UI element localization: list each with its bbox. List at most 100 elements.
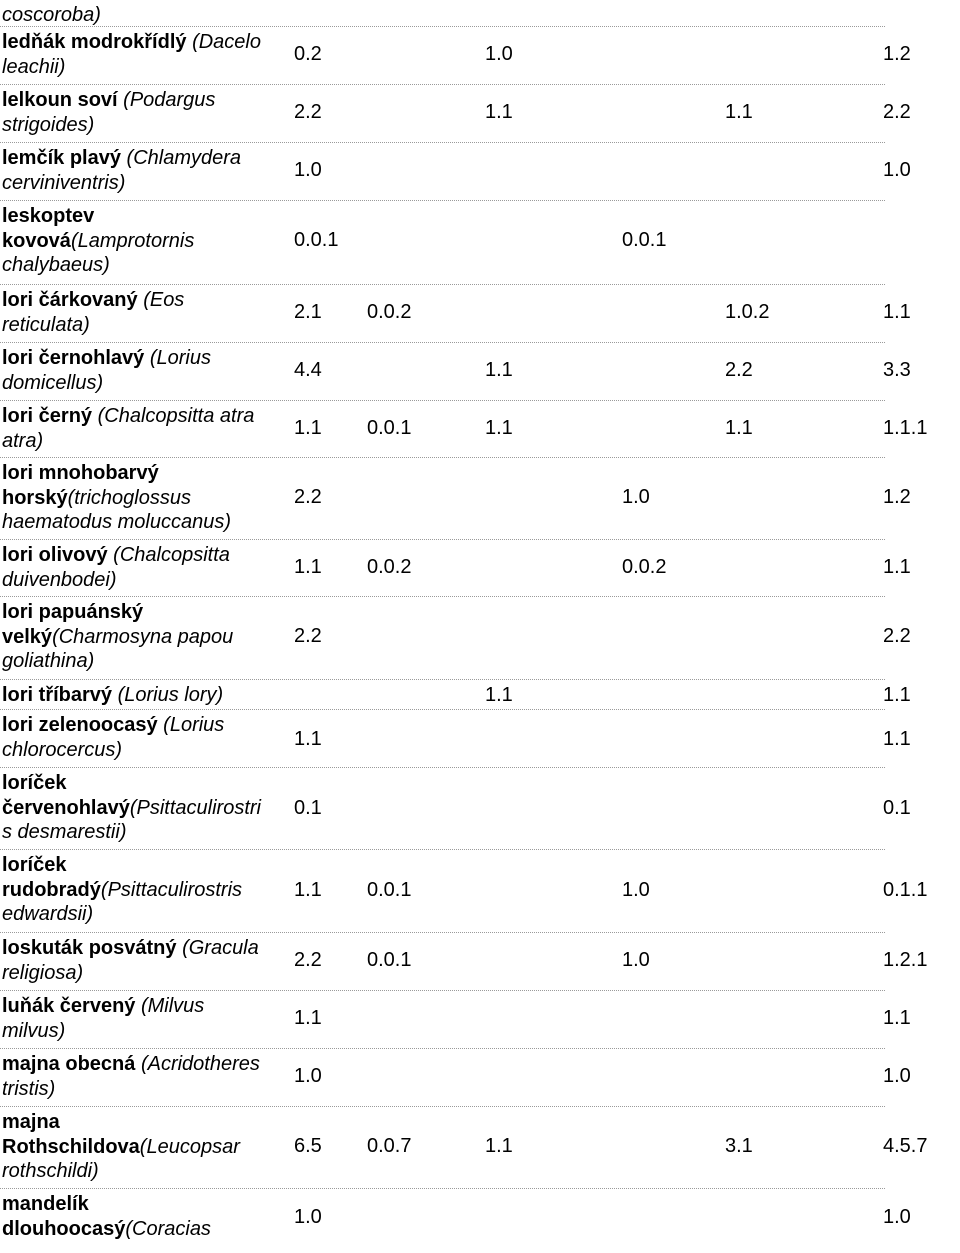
count-cell: 1.1 [294, 879, 322, 901]
common-name: lori zelenoocasý [2, 714, 164, 736]
count-cell: 1.0 [485, 43, 513, 65]
species-name: majna Rothschildova(Leucopsar rothschildi) [2, 1110, 287, 1184]
row-divider [0, 1106, 885, 1107]
count-cell: 2.2 [725, 359, 753, 381]
latin-name: (Leucopsar [139, 1135, 240, 1158]
table-row: lori tříbarvý (Lorius lory) 1.1 1.1 [0, 680, 960, 710]
common-name: ledňák modrokřídlý [2, 31, 193, 53]
species-name: leskoptev kovová(Lamprotornis chalybaeus) [2, 204, 287, 278]
table-row: loríček červenohlavý(Psittaculirostri s de… [0, 768, 960, 850]
row-divider [0, 26, 885, 27]
count-cell: 0.0.1 [367, 949, 412, 971]
table-row: majna Rothschildova(Leucopsar rothschildi)… [0, 1107, 960, 1189]
row-divider [0, 932, 885, 933]
count-cell: 1.1 [294, 417, 322, 439]
table-row: lori černý (Chalcopsitta atra atra) 1.1 0.0… [0, 401, 960, 458]
row-divider [0, 1048, 885, 1049]
common-name: loríček [2, 772, 67, 794]
count-cell: 4.5.7 [883, 1135, 928, 1157]
count-cell: 1.0 [294, 1206, 322, 1228]
count-cell: 0.0.2 [367, 556, 412, 578]
count-cell: 3.1 [725, 1135, 753, 1157]
count-cell: 1.1.1 [883, 417, 928, 439]
count-cell: 3.3 [883, 359, 911, 381]
row-divider [0, 679, 885, 680]
count-cell: 1.1 [883, 556, 911, 578]
row-divider [0, 990, 885, 991]
latin-name: (Charmosyna papou [52, 625, 234, 648]
count-cell: 0.0.7 [367, 1135, 412, 1157]
count-cell: 1.2 [883, 43, 911, 65]
count-cell: 0.1.1 [883, 879, 928, 901]
latin-name: milvus) [2, 1019, 66, 1042]
common-name: kovová [2, 229, 71, 252]
row-divider [0, 142, 885, 143]
latin-name: (Coracias [125, 1217, 211, 1240]
latin-name: coscoroba) [2, 4, 101, 26]
count-cell: 1.0 [883, 1206, 911, 1228]
table-row: coscoroba) [0, 0, 960, 27]
common-name: mandelík [2, 1193, 89, 1215]
common-name: leskoptev [2, 205, 95, 227]
latin-name: (Gracula [182, 937, 259, 959]
latin-name: (Lorius [163, 714, 225, 736]
common-name: lori tříbarvý [2, 684, 118, 706]
latin-name: (Chalcopsitta atra [97, 405, 255, 427]
count-cell: 2.2 [294, 101, 322, 123]
latin-name: s desmarestii) [2, 821, 127, 843]
count-cell: 1.1 [294, 556, 322, 578]
table-row: lori zelenoocasý (Lorius chlorocercus) 1.1… [0, 710, 960, 768]
latin-name: haematodus moluccanus) [2, 511, 232, 533]
table-row: lori čárkovaný (Eos reticulata) 2.1 0.0.2 1.… [0, 285, 960, 343]
count-cell: 2.2 [294, 625, 322, 647]
table-row: leskoptev kovová(Lamprotornis chalybaeus) 0… [0, 201, 960, 285]
common-name: velký [2, 625, 53, 648]
count-cell: 1.1 [725, 417, 753, 439]
count-cell: 1.0 [294, 1065, 322, 1087]
latin-name: (Milvus [140, 995, 205, 1017]
table-row: lori olivový (Chalcopsitta duivenbodei) 1.… [0, 540, 960, 597]
species-name: loríček rudobradý(Psittaculirostris edward… [2, 853, 287, 927]
count-cell: 0.1 [883, 797, 911, 819]
common-name: lori černý [2, 405, 98, 427]
common-name: majna [2, 1111, 60, 1133]
latin-name: domicellus) [2, 371, 104, 394]
common-name: lemčík plavý [2, 147, 127, 169]
table-row: loskuták posvátný (Gracula religiosa) 2.2 0… [0, 933, 960, 991]
species-name: lemčík plavý (Chlamydera cerviniventris) [2, 146, 287, 195]
latin-name: (Chalcopsitta [113, 544, 230, 566]
species-name: mandelík dlouhoocasý(Coracias [2, 1192, 287, 1241]
row-divider [0, 539, 885, 540]
species-name: coscoroba) [2, 3, 287, 28]
count-cell: 1.1 [485, 417, 513, 439]
species-name: loríček červenohlavý(Psittaculirostri s de… [2, 771, 287, 845]
row-divider [0, 342, 885, 343]
species-name: lori zelenoocasý (Lorius chlorocercus) [2, 713, 287, 762]
latin-name: (Podargus [123, 89, 216, 111]
common-name: loskuták posvátný [2, 937, 183, 959]
species-name: lori čárkovaný (Eos reticulata) [2, 288, 287, 337]
latin-name: (Dacelo [192, 31, 261, 53]
common-name: lori papuánský [2, 601, 144, 623]
latin-name: tristis) [2, 1077, 56, 1100]
latin-name: (Lorius [149, 347, 211, 369]
count-cell: 1.1 [294, 728, 322, 750]
count-cell: 2.2 [883, 625, 911, 647]
latin-name: chalybaeus) [2, 254, 110, 276]
species-name: loskuták posvátný (Gracula religiosa) [2, 936, 287, 985]
species-name: majna obecná (Acridotheres tristis) [2, 1052, 287, 1101]
table-row: lelkoun soví (Podargus strigoides) 2.2 1.1 1… [0, 85, 960, 143]
count-cell: 1.0 [883, 159, 911, 181]
latin-name: (Psittaculirostris [100, 878, 243, 901]
latin-name: edwardsii) [2, 903, 94, 925]
common-name: lori černohlavý [2, 347, 150, 369]
count-cell: 1.1 [485, 684, 513, 706]
table-row: majna obecná (Acridotheres tristis) 1.0 1.0 [0, 1049, 960, 1107]
latin-name: (Chlamydera [126, 147, 242, 169]
table-row: mandelík dlouhoocasý(Coracias 1.0 1.0 [0, 1189, 960, 1253]
count-cell: 0.2 [294, 43, 322, 65]
count-cell: 1.2 [883, 486, 911, 508]
common-name: majna obecná [2, 1053, 141, 1075]
table-row: loríček rudobradý(Psittaculirostris edward… [0, 850, 960, 933]
